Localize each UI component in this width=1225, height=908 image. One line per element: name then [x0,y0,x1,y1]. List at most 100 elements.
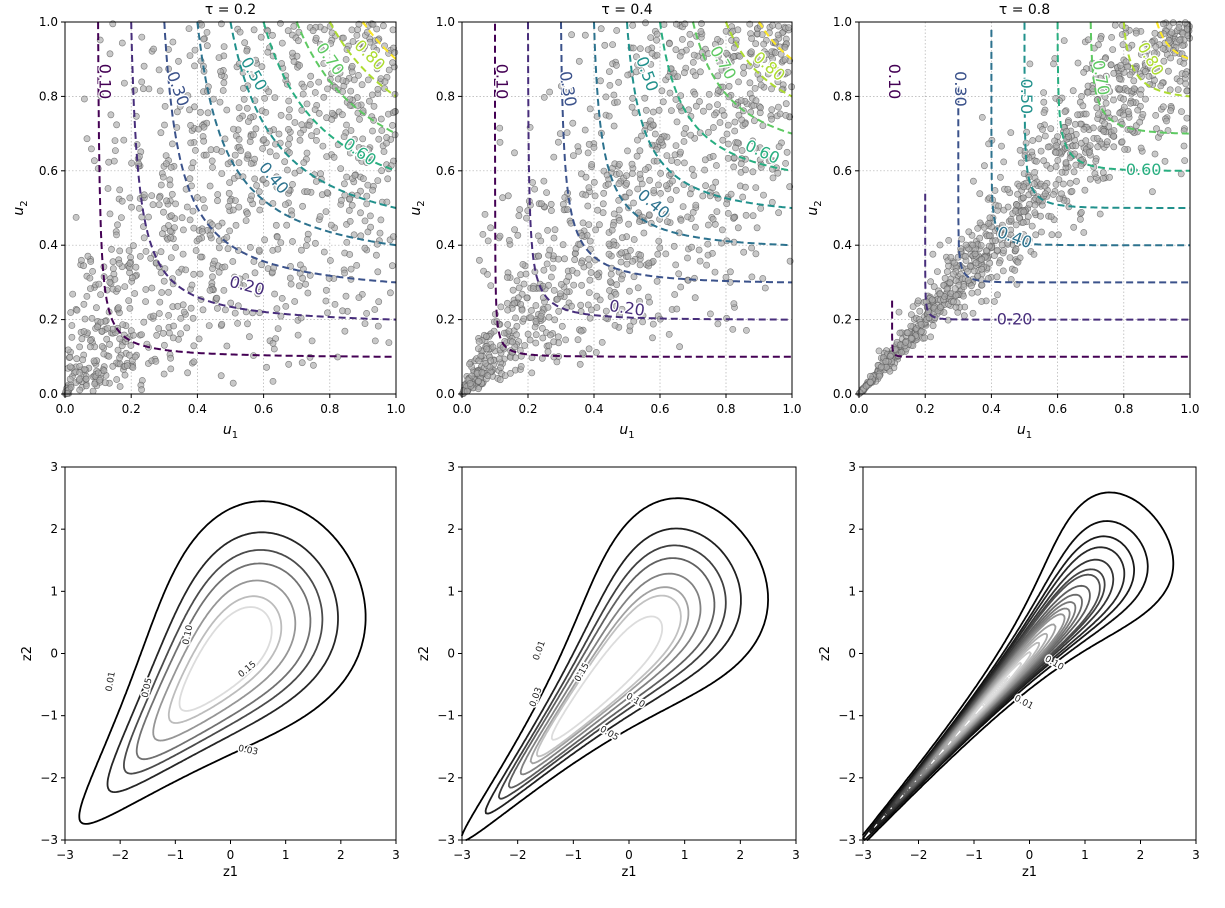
copula-tau-0.4-point [618,249,625,257]
copula-tau-0.4-point [696,98,703,105]
density-tau-0.8-contour-line [969,661,1023,722]
density-tau-0.4-x-tick-label: −3 [453,848,471,862]
copula-tau-0.4-point [673,305,681,313]
copula-tau-0.4-point [607,270,615,278]
copula-tau-0.2-point [178,214,186,222]
copula-tau-0.4-point [702,182,709,190]
copula-tau-0.4-point [579,219,587,227]
copula-tau-0.8-point [936,290,944,298]
copula-tau-0.2-point [243,210,251,218]
copula-tau-0.2-point [88,314,96,322]
copula-tau-0.2-point [327,221,335,229]
copula-tau-0.2-point [150,45,157,53]
copula-tau-0.8-contour-label: 0.50 [1017,79,1036,115]
copula-tau-0.4-y-tick-label: 0.4 [436,238,455,252]
copula-tau-0.8-point [1032,231,1040,239]
copula-tau-0.8-point [1183,87,1191,95]
copula-tau-0.4-point [674,158,681,166]
copula-tau-0.4-point [588,306,595,314]
copula-tau-0.4-point [561,255,568,263]
copula-tau-0.8-point [1060,37,1068,44]
copula-tau-0.8-point [950,298,957,306]
density-tau-0.2-contour-label: 0.01 [105,671,118,692]
copula-tau-0.2-point [266,148,274,156]
copula-tau-0.8-point [1061,108,1069,116]
copula-tau-0.4-point [714,87,722,94]
copula-tau-0.2-point [243,104,251,112]
copula-tau-0.2-point [255,246,263,254]
copula-tau-0.8-point [1078,208,1085,216]
copula-tau-0.2-contour-line [130,22,397,321]
copula-tau-0.8-point [1181,19,1189,26]
copula-tau-0.2-point [191,146,199,154]
copula-tau-0.2-point [183,203,191,211]
density-tau-0.8-contours [862,491,1175,841]
copula-tau-0.4-point [466,360,473,368]
copula-tau-0.8-point [908,311,915,318]
copula-tau-0.2-point [195,235,203,243]
copula-tau-0.2-point [315,78,323,86]
copula-tau-0.4-point [543,260,551,268]
copula-tau-0.4-point [651,130,659,138]
copula-tau-0.4-x-label-sub: 1 [628,430,634,441]
copula-tau-0.8-point [1020,208,1028,216]
copula-tau-0.4-point [537,312,545,320]
copula-tau-0.4-point [632,68,640,76]
density-tau-0.8-y-tick-label: 3 [848,460,856,474]
copula-tau-0.8-point [921,334,928,342]
copula-tau-0.8-point [1142,52,1149,60]
copula-tau-0.4-point [483,345,490,353]
copula-tau-0.4-point [497,364,504,371]
copula-tau-0.2-point [273,183,281,191]
copula-tau-0.2-point [165,288,172,296]
copula-tau-0.4-point [704,240,712,248]
copula-tau-0.2-point [358,81,366,89]
copula-tau-0.4-point [760,151,767,159]
copula-tau-0.2-point [388,262,396,270]
copula-tau-0.2-point [127,327,135,334]
copula-tau-0.4-point [757,204,765,212]
copula-tau-0.4-point [515,212,523,220]
copula-tau-0.2-point [324,85,331,93]
copula-tau-0.4-point [625,220,632,228]
copula-tau-0.4-point [739,193,747,201]
copula-tau-0.2-point [346,251,354,258]
copula-tau-0.2-point [167,234,175,241]
copula-tau-0.2-point [167,163,175,171]
copula-tau-0.4-point [604,180,612,188]
copula-tau-0.2-point [353,261,361,269]
copula-tau-0.2-point [282,302,290,310]
density-tau-0.4-contour-labels: 0.010.030.050.100.15 [527,638,648,745]
copula-tau-0.2-point [258,261,265,269]
copula-tau-0.2-point [386,289,394,297]
copula-tau-0.2-point [113,121,120,129]
copula-tau-0.8-contour-label: 0.60 [1126,160,1162,179]
copula-tau-0.2-point [359,135,367,143]
copula-tau-0.4-contour-line [725,21,793,98]
copula-tau-0.4-point [597,25,605,33]
copula-tau-0.8-point [1062,159,1070,167]
copula-tau-0.8-point [1082,137,1090,145]
copula-tau-0.4-point [481,210,489,218]
copula-tau-0.2-point [88,145,95,153]
density-tau-0.8-x-tick-label: 0 [1026,848,1034,862]
copula-tau-0.4-point [600,189,608,197]
copula-tau-0.8-point [1183,25,1191,33]
copula-tau-0.2-contour-label: 0.30 [163,69,193,109]
density-tau-0.2-contour-label: 0.15 [237,660,259,681]
copula-tau-0.2-point [322,208,330,215]
copula-tau-0.2-point [128,159,135,167]
copula-tau-0.2-point [177,314,185,322]
copula-tau-0.8-y-axis: 0.0 0.2 0.4 0.6 0.8 1.0 [833,15,859,401]
copula-tau-0.2-point [121,371,129,379]
copula-tau-0.2-point [211,257,218,265]
copula-tau-0.2-point [118,197,126,205]
copula-tau-0.4-point [714,36,721,43]
copula-tau-0.2-point [103,335,111,343]
copula-tau-0.8-point [1148,39,1156,46]
copula-tau-0.4-point [785,24,793,31]
copula-tau-0.4-point [593,271,601,279]
copula-tau-0.4-point [757,104,764,112]
copula-tau-0.4-point [504,306,512,314]
copula-tau-0.4-point [653,277,661,285]
